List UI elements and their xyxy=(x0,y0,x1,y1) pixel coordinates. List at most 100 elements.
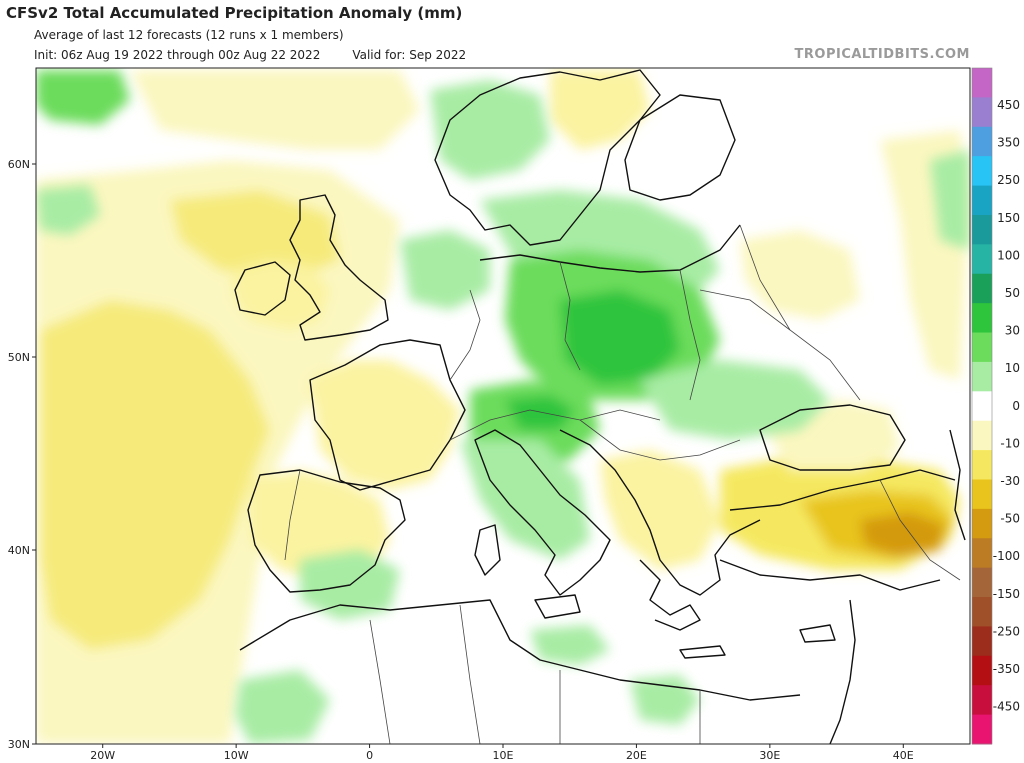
colorbar-swatch xyxy=(972,538,992,569)
source-credit: TROPICALTIDBITS.COM xyxy=(794,47,970,62)
lon-tick-label: 20W xyxy=(90,749,115,762)
turkey-coast xyxy=(719,469,956,591)
colorbar-swatch xyxy=(972,391,992,422)
iberia-coast xyxy=(247,469,406,593)
country-borders xyxy=(284,224,961,744)
latitude-axis: 60N 50N 40N 30N xyxy=(8,158,36,751)
colorbar-swatch xyxy=(972,126,992,157)
border-belarus xyxy=(699,289,791,331)
lat-tick-label: 50N xyxy=(8,351,30,364)
colorbar-swatch xyxy=(972,655,992,686)
colorbar-swatch xyxy=(972,185,992,216)
colorbar-label: 50 xyxy=(1005,286,1020,300)
init-valid-line: Init: 06z Aug 19 2022 through 00z Aug 22… xyxy=(34,48,466,62)
colorbar-label: 10 xyxy=(1005,361,1020,375)
border-poland-east xyxy=(679,269,701,401)
colorbar-swatch xyxy=(972,332,992,363)
border-alps xyxy=(449,409,661,441)
colorbar-swatch xyxy=(972,626,992,657)
balkans-dry-area xyxy=(600,450,720,570)
border-germany-poland xyxy=(559,261,581,371)
map-subtitle: Average of last 12 forecasts (12 runs x … xyxy=(34,28,344,42)
colorbar-label: 350 xyxy=(997,136,1020,150)
finland-coast xyxy=(624,94,736,201)
init-time: Init: 06z Aug 19 2022 through 00z Aug 22… xyxy=(34,48,321,62)
italy-coast xyxy=(474,429,611,596)
colorbar-label: 30 xyxy=(1005,324,1020,338)
border-turkey-east xyxy=(879,479,961,581)
map-frame-content xyxy=(36,68,970,744)
border-iberia xyxy=(284,469,301,561)
scandinavia-coast xyxy=(434,69,661,246)
northwest-atlantic-wet xyxy=(36,70,130,125)
crete-coast xyxy=(679,645,726,659)
coastlines xyxy=(234,69,966,744)
map-title: CFSv2 Total Accumulated Precipitation An… xyxy=(6,4,463,22)
lon-tick-label: 10W xyxy=(224,749,249,762)
north-scandinavia-dry xyxy=(550,70,650,150)
colorbar-swatch xyxy=(972,244,992,275)
north-atlantic-dry xyxy=(130,70,420,150)
colorbar-swatch xyxy=(972,156,992,187)
colorbar-label: 450 xyxy=(997,98,1020,112)
lat-tick-label: 30N xyxy=(8,738,30,751)
colorbar-label: -30 xyxy=(1000,474,1020,488)
colorbar-swatch xyxy=(972,303,992,334)
greece-coast xyxy=(639,559,701,631)
british-isles-coast xyxy=(289,194,389,341)
colorbar-swatch xyxy=(972,214,992,245)
colorbar-swatches xyxy=(971,67,993,745)
caspian-coast xyxy=(949,429,966,541)
levant-coast xyxy=(829,599,856,744)
colorbar-label: 250 xyxy=(997,173,1020,187)
lon-tick-label: 30E xyxy=(759,749,780,762)
atlantic-dry-north xyxy=(170,190,340,280)
colorbar-label: -100 xyxy=(993,549,1020,563)
colorbar-label: -50 xyxy=(1000,512,1020,526)
longitude-axis: 20W 10W 0 10E 20E 30E 40E xyxy=(90,744,914,762)
eastern-europe-wet xyxy=(640,360,830,440)
colorbar-swatch xyxy=(972,68,992,98)
russia-dry-area xyxy=(740,230,860,320)
colorbar-swatch xyxy=(972,685,992,716)
alps-wet-core xyxy=(505,395,575,430)
north-africa-wet xyxy=(235,670,330,744)
colorbar-swatch xyxy=(972,567,992,598)
colorbar-label: -450 xyxy=(993,700,1020,714)
border-danube xyxy=(579,419,741,461)
colorbar-label: -10 xyxy=(1000,436,1020,450)
colorbar-swatch xyxy=(972,450,992,480)
border-north-africa xyxy=(369,604,701,744)
colorbar-label: 150 xyxy=(997,211,1020,225)
colorbar-swatch xyxy=(972,479,992,510)
ireland-coast xyxy=(234,261,291,316)
colorbar-swatch xyxy=(972,597,992,627)
lon-tick-label: 10E xyxy=(493,749,514,762)
france-dry-area xyxy=(310,360,460,490)
colorbar-swatch xyxy=(972,420,992,451)
norway-wet xyxy=(430,80,550,180)
valid-time: Valid for: Sep 2022 xyxy=(352,48,467,62)
colorbar-swatch xyxy=(972,714,992,745)
colorbar-labels: 4503502501501005030100-10-30-50-100-150-… xyxy=(993,98,1020,714)
lon-tick-label: 20E xyxy=(626,749,647,762)
italy-wet-area xyxy=(460,440,590,560)
colorbar-label: -250 xyxy=(993,624,1020,638)
sicily-coast xyxy=(534,594,581,619)
colorbar-swatch xyxy=(972,508,992,539)
lat-tick-label: 60N xyxy=(8,158,30,171)
north-sea-wet xyxy=(400,230,490,310)
east-wet-area xyxy=(930,150,970,250)
colorbar-swatch xyxy=(972,97,992,128)
atlantic-dry-core xyxy=(40,300,270,650)
colorbar-swatch xyxy=(972,273,992,304)
caucasus-dry-core xyxy=(860,512,945,558)
lon-tick-label: 0 xyxy=(366,749,373,762)
baltic-south-coast xyxy=(479,224,741,273)
central-europe-wet-core xyxy=(560,290,680,385)
greenland-sea-wet xyxy=(36,185,100,235)
cyprus-coast xyxy=(799,624,836,643)
colorbar-label: -350 xyxy=(993,662,1020,676)
